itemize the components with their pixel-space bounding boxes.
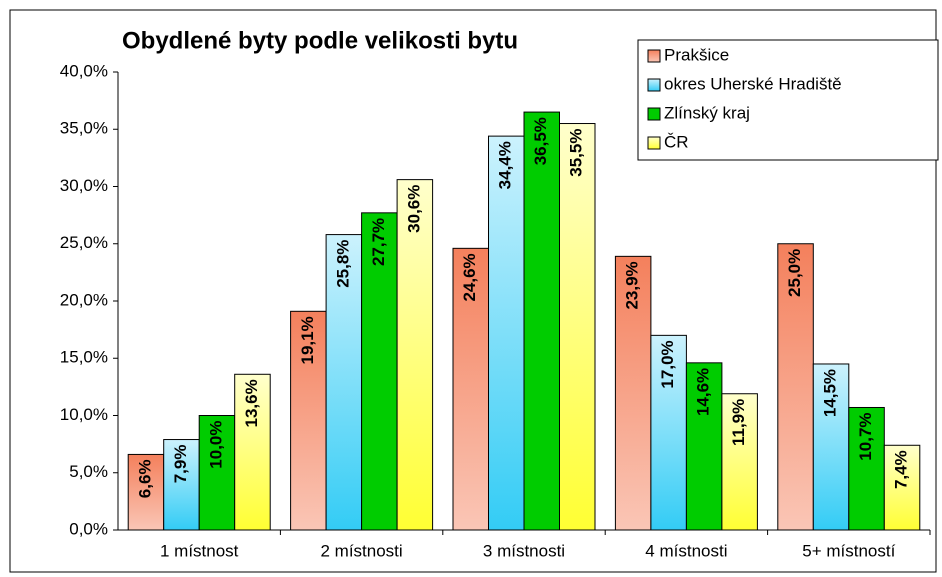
bar — [234, 373, 271, 531]
value-label: 30,6% — [404, 185, 423, 233]
x-tick-label: 3 místnosti — [483, 541, 565, 560]
bar — [452, 247, 489, 531]
value-label: 23,9% — [623, 261, 642, 309]
value-label: 14,6% — [694, 368, 713, 416]
legend-swatch — [647, 136, 661, 150]
bar — [163, 439, 200, 531]
bar — [488, 135, 525, 531]
bar — [721, 393, 758, 531]
value-label: 19,1% — [298, 316, 317, 364]
y-tick-label: 25,0% — [60, 233, 108, 252]
legend-label: Zlínský kraj — [664, 103, 750, 122]
bar — [812, 363, 850, 531]
legend-label: okres Uherské Hradiště — [664, 74, 842, 93]
bar — [325, 234, 363, 531]
bar — [396, 179, 434, 531]
value-label: 25,8% — [333, 240, 352, 288]
value-label: 7,4% — [892, 450, 911, 489]
legend-swatch — [647, 78, 661, 92]
value-label: 35,5% — [567, 129, 586, 177]
legend-box — [637, 39, 939, 161]
bar — [883, 444, 921, 531]
value-label: 11,9% — [729, 399, 748, 446]
chart-title: Obydlené byty podle velikosti bytu — [122, 27, 518, 54]
value-label: 7,9% — [171, 445, 190, 484]
legend-label: ČR — [664, 132, 689, 151]
y-tick-label: 0,0% — [69, 519, 108, 538]
value-label: 13,6% — [242, 379, 261, 427]
y-tick-label: 20,0% — [60, 290, 108, 309]
legend-swatch — [647, 49, 661, 63]
bar — [777, 243, 814, 531]
y-tick-label: 5,0% — [69, 462, 108, 481]
value-label: 24,6% — [460, 253, 479, 301]
value-label: 14,5% — [821, 369, 840, 417]
bar — [685, 362, 723, 531]
legend-swatch — [647, 107, 661, 121]
bar — [614, 255, 652, 531]
bar — [650, 334, 687, 531]
bar — [127, 453, 165, 531]
x-tick-label: 2 místnosti — [320, 541, 402, 560]
y-tick-label: 15,0% — [60, 348, 108, 367]
legend-label: Prakšice — [664, 45, 729, 64]
value-label: 6,6% — [135, 459, 154, 498]
bar — [290, 310, 327, 531]
bar — [523, 111, 560, 531]
value-label: 10,0% — [206, 421, 225, 469]
bar — [559, 123, 596, 531]
value-label: 25,0% — [785, 249, 804, 297]
x-tick-label: 5+ místností — [802, 541, 895, 560]
bar — [198, 415, 236, 531]
x-tick-label: 1 místnost — [160, 541, 239, 560]
value-label: 27,7% — [369, 218, 388, 266]
value-label: 34,4% — [496, 141, 515, 189]
y-tick-label: 40,0% — [60, 61, 108, 80]
y-tick-label: 35,0% — [60, 119, 108, 138]
value-label: 10,7% — [856, 412, 875, 460]
y-tick-label: 30,0% — [60, 176, 108, 195]
x-tick-label: 4 místnosti — [645, 541, 727, 560]
value-label: 17,0% — [658, 340, 677, 388]
value-label: 36,5% — [531, 117, 550, 165]
y-tick-label: 10,0% — [60, 405, 108, 424]
